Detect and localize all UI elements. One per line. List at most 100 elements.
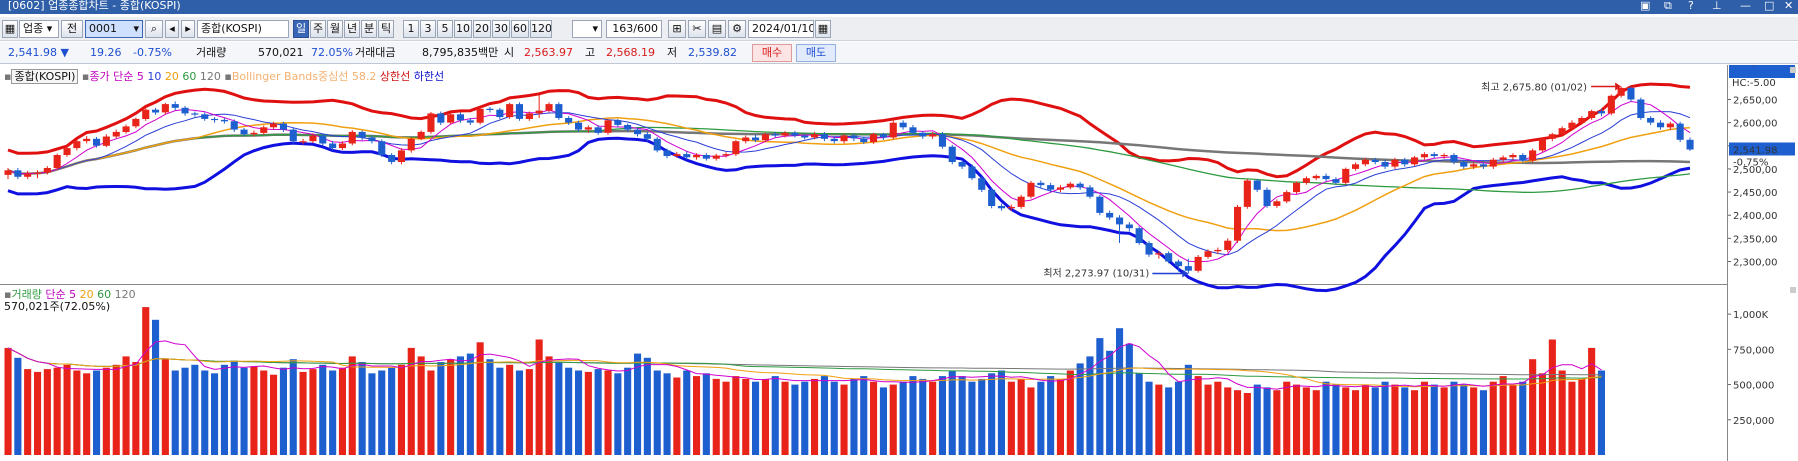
candle-body xyxy=(1125,224,1133,229)
candle-body xyxy=(358,131,366,138)
code-input[interactable]: 0001 ▾ xyxy=(85,20,143,38)
volume-bar xyxy=(1420,381,1428,455)
period-button-2[interactable]: 월 xyxy=(327,20,343,38)
settings-icon[interactable]: ⚙ xyxy=(728,20,746,38)
candle xyxy=(309,133,317,144)
volume-bar xyxy=(1361,384,1369,455)
market-select[interactable]: 업종 ▾ xyxy=(19,20,59,38)
candle-body xyxy=(1165,253,1173,262)
candle xyxy=(466,118,474,125)
buy-button[interactable]: 매수 xyxy=(752,44,792,62)
candle xyxy=(712,153,720,161)
data-count-field[interactable]: 163/600 xyxy=(606,20,662,38)
candle-body xyxy=(270,123,278,128)
candle xyxy=(1352,162,1360,171)
candle xyxy=(1086,185,1094,199)
period-button-3[interactable]: 년 xyxy=(344,20,360,38)
legend-ma-title[interactable]: 종가 단순 xyxy=(89,70,134,83)
low-label: 저 xyxy=(667,46,678,59)
volume-bar xyxy=(624,367,632,455)
volume-bar xyxy=(653,370,661,455)
candle xyxy=(4,168,12,180)
candle-body xyxy=(4,170,12,175)
interval-button-5[interactable]: 5 xyxy=(437,20,453,38)
legend-index-name[interactable]: 종합(KOSPI) xyxy=(11,69,79,84)
calendar-icon[interactable]: ▦ xyxy=(815,20,831,38)
volume-bar xyxy=(132,362,140,455)
candle-body xyxy=(93,138,101,146)
price-tick-label: 2,650,00 xyxy=(1733,96,1778,107)
interval-button-120[interactable]: 120 xyxy=(530,20,552,38)
price-tick-label: 2,600,00 xyxy=(1733,119,1778,130)
candle-body xyxy=(1676,123,1684,140)
candle xyxy=(1263,187,1271,208)
interval-custom-select[interactable]: ▾ xyxy=(572,20,602,38)
volume-bar xyxy=(43,369,51,455)
candle xyxy=(929,131,937,139)
date-input[interactable]: 2024/01/10 xyxy=(748,20,814,38)
volume-bar xyxy=(899,381,907,455)
candle xyxy=(840,133,848,144)
interval-button-3[interactable]: 3 xyxy=(420,20,436,38)
period-button-4[interactable]: 분 xyxy=(361,20,377,38)
volume-bar xyxy=(1548,339,1556,455)
chart-canvas[interactable]: 최고 2,675.80 (01/02)최저 2,273.97 (10/31)LC… xyxy=(0,65,1798,461)
interval-button-20[interactable]: 20 xyxy=(473,20,491,38)
candle-body xyxy=(1450,155,1458,162)
period-button-1[interactable]: 주 xyxy=(310,20,326,38)
maximize-icon[interactable]: □ xyxy=(1764,0,1775,12)
restore-icon[interactable]: ⧉ xyxy=(1664,0,1672,12)
legend-volume-title[interactable]: 거래량 xyxy=(11,288,42,301)
candle-body xyxy=(171,104,179,108)
compare-icon[interactable]: ✂ xyxy=(688,20,706,38)
candle xyxy=(447,112,455,125)
interval-button-60[interactable]: 60 xyxy=(511,20,529,38)
candle xyxy=(427,112,435,134)
candle xyxy=(260,125,268,135)
volume-bar xyxy=(978,378,986,455)
candle xyxy=(1283,190,1291,204)
candle xyxy=(348,130,356,146)
search-icon[interactable]: ⌕ xyxy=(145,20,163,38)
volume-bar xyxy=(83,373,91,455)
pin-icon[interactable]: ⊥ xyxy=(1712,0,1722,12)
chart-area[interactable]: 최고 2,675.80 (01/02)최저 2,273.97 (10/31)LC… xyxy=(0,65,1798,461)
minimize-all-icon[interactable]: ▣ xyxy=(1640,0,1651,12)
candle xyxy=(1597,108,1605,117)
layout-icon[interactable]: ▦ xyxy=(2,20,18,38)
volume-bar xyxy=(1371,387,1379,455)
indicator-icon[interactable]: ⊞ xyxy=(668,20,686,38)
candle xyxy=(1145,241,1153,257)
candle-body xyxy=(899,122,907,128)
volume-bar xyxy=(1489,381,1497,455)
period-button-0[interactable]: 일 xyxy=(293,20,309,38)
candle-body xyxy=(958,162,966,167)
open-label: 시 xyxy=(504,46,515,59)
candle-body xyxy=(1135,228,1143,243)
candle-body xyxy=(1371,159,1379,162)
volume-bar xyxy=(761,378,769,455)
prev-button[interactable]: 전 xyxy=(61,20,83,38)
interval-button-10[interactable]: 10 xyxy=(454,20,472,38)
sell-button[interactable]: 매도 xyxy=(796,44,836,62)
interval-button-30[interactable]: 30 xyxy=(492,20,510,38)
candle xyxy=(1430,152,1438,159)
speaker-icon[interactable]: ◂ xyxy=(165,20,179,38)
candle-body xyxy=(840,135,848,142)
interval-button-1[interactable]: 1 xyxy=(403,20,419,38)
help-icon[interactable]: ? xyxy=(1688,0,1694,12)
minimize-icon[interactable]: — xyxy=(1740,0,1751,12)
candle xyxy=(565,116,573,125)
legend-bb[interactable]: Bollinger Bands중심선 58.2 xyxy=(231,70,377,83)
volume-bar xyxy=(958,376,966,455)
candle-body xyxy=(1214,249,1222,252)
period-button-5[interactable]: 틱 xyxy=(378,20,394,38)
close-icon[interactable]: ✕ xyxy=(1784,0,1794,12)
volume-bar xyxy=(1322,381,1330,455)
volume-bar xyxy=(93,370,101,455)
save-icon[interactable]: ▤ xyxy=(708,20,726,38)
candle-body xyxy=(978,178,986,190)
scroll-icon[interactable]: ▸ xyxy=(181,20,195,38)
volume-bar xyxy=(1224,387,1232,455)
volume-bar xyxy=(1411,390,1419,455)
